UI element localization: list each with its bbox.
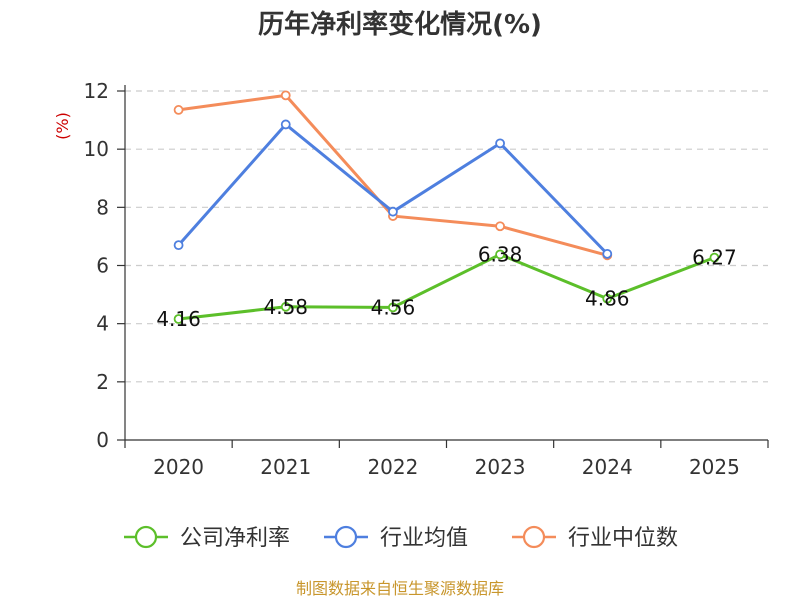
y-tick-label: 4 (96, 312, 109, 336)
chart-title: 历年净利率变化情况(%) (258, 9, 542, 40)
data-point-industry_avg (602, 248, 613, 259)
data-point-company (602, 293, 613, 304)
x-tick-label: 2025 (689, 455, 740, 479)
x-tick-label: 2022 (367, 455, 418, 479)
legend-label: 公司净利率 (180, 526, 290, 551)
data-labels: 4.16 4.58 4.56 6.38 4.86 6.27 (156, 242, 736, 331)
data-point-industry_median (495, 221, 505, 232)
y-tick-label: 8 (96, 195, 109, 219)
legend-swatch-marker (334, 525, 358, 549)
data-label: 4.58 (263, 295, 308, 319)
x-tick-label: 2024 (582, 455, 633, 479)
y-tick-label: 2 (96, 370, 109, 394)
data-point-company (280, 301, 291, 312)
data-label: 6.38 (478, 242, 523, 266)
source-note: 制图数据来自恒生聚源数据库 (296, 579, 504, 598)
axes: 0 2 4 6 8 10 12 2020 2021 2022 2023 2024 2025 (84, 79, 769, 479)
series-line-industry_median (178, 93, 608, 257)
y-tick-label: 10 (84, 137, 109, 161)
series (173, 90, 720, 324)
data-point-company (495, 249, 505, 260)
data-label: 6.27 (692, 246, 737, 270)
y-tick-label: 12 (84, 79, 109, 103)
data-point-industry_avg (388, 206, 398, 217)
legend-swatch-marker (134, 525, 158, 549)
data-point-company (173, 314, 184, 324)
x-tick-label: 2023 (475, 455, 526, 479)
data-point-industry_avg (495, 138, 505, 149)
y-unit-label: (%) (53, 112, 72, 140)
data-point-industry_avg (173, 240, 184, 251)
data-point-company (709, 252, 720, 263)
data-point-industry_avg (280, 119, 291, 130)
legend-swatch-marker (522, 525, 546, 549)
legend-label: 行业均值 (380, 526, 468, 551)
legend-label: 行业中位数 (568, 526, 678, 551)
x-tick-label: 2021 (260, 455, 311, 479)
legend: 公司净利率 行业均值 行业中位数 (124, 525, 678, 551)
data-point-industry_median (280, 90, 291, 101)
data-point-company (388, 302, 398, 313)
data-point-industry_median (173, 105, 184, 115)
y-tick-label: 6 (96, 254, 109, 278)
gridlines (125, 90, 768, 383)
series-line-company (178, 252, 715, 321)
series-line-industry_avg (177, 122, 609, 255)
data-label: 4.16 (156, 307, 201, 331)
y-tick-label: 0 (96, 428, 109, 452)
data-label: 4.56 (371, 295, 416, 319)
x-tick-label: 2020 (153, 455, 204, 479)
data-label: 4.86 (585, 287, 630, 311)
